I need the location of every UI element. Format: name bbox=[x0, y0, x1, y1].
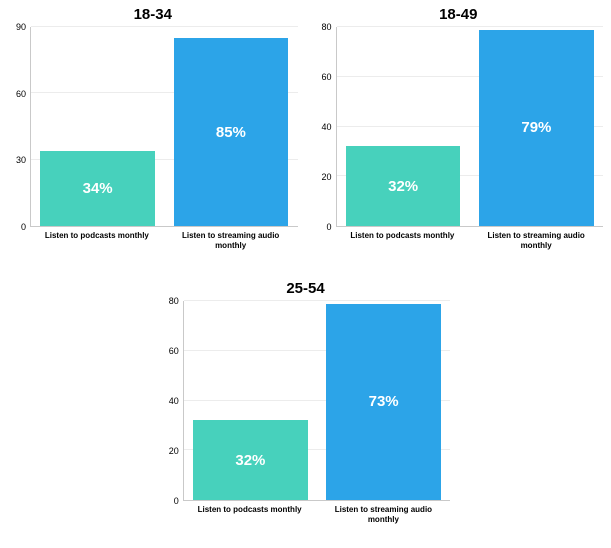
x-label: Listen to podcasts monthly bbox=[183, 501, 317, 525]
bar-slot: 34% bbox=[31, 27, 164, 226]
bar-label: 34% bbox=[83, 180, 113, 197]
x-axis-labels: Listen to podcasts monthly Listen to str… bbox=[336, 227, 604, 251]
x-label: Listen to streaming audio monthly bbox=[164, 227, 298, 251]
y-axis: 0 20 40 60 80 bbox=[161, 301, 183, 501]
y-tick: 40 bbox=[321, 122, 331, 132]
charts-grid: 18-34 0 30 60 90 34% bbox=[0, 0, 611, 548]
y-tick: 0 bbox=[174, 496, 179, 506]
chart-area: 0 20 40 60 80 32% bbox=[161, 301, 451, 501]
bar-podcasts: 32% bbox=[346, 146, 461, 226]
x-axis-labels: Listen to podcasts monthly Listen to str… bbox=[183, 501, 451, 525]
y-tick: 60 bbox=[16, 89, 26, 99]
chart-title: 25-54 bbox=[161, 280, 451, 297]
y-tick: 60 bbox=[169, 346, 179, 356]
y-tick: 80 bbox=[321, 22, 331, 32]
bar-podcasts: 34% bbox=[40, 151, 155, 226]
chart-title: 18-49 bbox=[314, 6, 604, 23]
bar-label: 32% bbox=[235, 452, 265, 469]
y-tick: 40 bbox=[169, 396, 179, 406]
y-tick: 60 bbox=[321, 72, 331, 82]
chart-panel-18-34: 18-34 0 30 60 90 34% bbox=[0, 0, 306, 274]
y-tick: 0 bbox=[21, 222, 26, 232]
bar-slot: 32% bbox=[337, 27, 470, 226]
bar-slot: 79% bbox=[470, 27, 603, 226]
x-label: Listen to podcasts monthly bbox=[30, 227, 164, 251]
y-axis: 0 30 60 90 bbox=[8, 27, 30, 227]
bar-slot: 85% bbox=[164, 27, 297, 226]
x-label: Listen to podcasts monthly bbox=[336, 227, 470, 251]
y-tick: 30 bbox=[16, 155, 26, 165]
y-tick: 20 bbox=[321, 172, 331, 182]
chart-panel-25-54: 25-54 0 20 40 60 80 32% bbox=[153, 274, 459, 548]
bar-streaming: 79% bbox=[479, 30, 594, 227]
bar-label: 32% bbox=[388, 178, 418, 195]
plot-area: 32% 73% bbox=[183, 301, 451, 501]
bar-slot: 73% bbox=[317, 301, 450, 500]
plot-area: 34% 85% bbox=[30, 27, 298, 227]
chart-area: 0 30 60 90 34% 85% bbox=[8, 27, 298, 227]
bar-slot: 32% bbox=[184, 301, 317, 500]
chart-area: 0 20 40 60 80 32% bbox=[314, 27, 604, 227]
bars-container: 34% 85% bbox=[31, 27, 298, 226]
y-tick: 0 bbox=[326, 222, 331, 232]
chart-panel-18-49: 18-49 0 20 40 60 80 32% bbox=[306, 0, 611, 274]
plot-area: 32% 79% bbox=[336, 27, 604, 227]
bars-container: 32% 79% bbox=[337, 27, 604, 226]
bar-label: 79% bbox=[521, 119, 551, 136]
y-tick: 90 bbox=[16, 22, 26, 32]
bar-podcasts: 32% bbox=[193, 420, 308, 500]
bar-label: 85% bbox=[216, 124, 246, 141]
bar-streaming: 73% bbox=[326, 304, 441, 501]
bars-container: 32% 73% bbox=[184, 301, 451, 500]
bar-streaming: 85% bbox=[174, 38, 289, 226]
x-label: Listen to streaming audio monthly bbox=[469, 227, 603, 251]
chart-title: 18-34 bbox=[8, 6, 298, 23]
y-tick: 80 bbox=[169, 296, 179, 306]
y-axis: 0 20 40 60 80 bbox=[314, 27, 336, 227]
y-tick: 20 bbox=[169, 446, 179, 456]
x-label: Listen to streaming audio monthly bbox=[317, 501, 451, 525]
bar-label: 73% bbox=[369, 393, 399, 410]
x-axis-labels: Listen to podcasts monthly Listen to str… bbox=[30, 227, 298, 251]
